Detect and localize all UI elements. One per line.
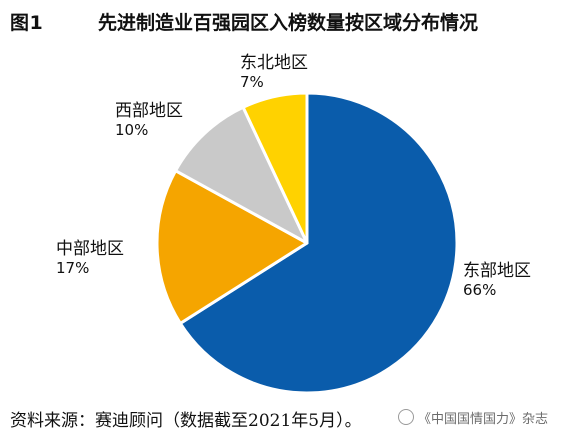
watermark-text: 《中国国情国力》杂志	[418, 412, 549, 427]
slice-percent: 7%	[240, 73, 264, 91]
slice-name: 东部地区	[463, 261, 531, 281]
figure-label: 图1	[10, 12, 44, 34]
pie-slice-central	[155, 169, 309, 325]
pie-slice-northeast	[241, 91, 309, 245]
slice-label-central: 中部地区 17%	[56, 240, 124, 278]
pie-slice-east	[178, 91, 459, 395]
chart-title: 先进制造业百强园区入榜数量按区域分布情况	[98, 12, 479, 34]
wechat-icon	[398, 409, 414, 425]
slice-percent: 17%	[56, 259, 90, 277]
slice-label-east: 东部地区 66%	[463, 262, 531, 300]
slice-label-west: 西部地区 10%	[115, 102, 183, 140]
source-note: 资料来源：赛迪顾问（数据截至2021年5月）。	[10, 411, 362, 431]
slice-percent: 10%	[115, 121, 149, 139]
slice-label-northeast: 东北地区 7%	[240, 54, 308, 92]
slice-name: 西部地区	[115, 101, 183, 121]
watermark: 《中国国情国力》杂志	[398, 408, 548, 427]
slice-name: 中部地区	[56, 239, 124, 259]
pie-slice-west	[174, 105, 309, 245]
slice-percent: 66%	[463, 281, 497, 299]
slice-name: 东北地区	[240, 53, 308, 73]
